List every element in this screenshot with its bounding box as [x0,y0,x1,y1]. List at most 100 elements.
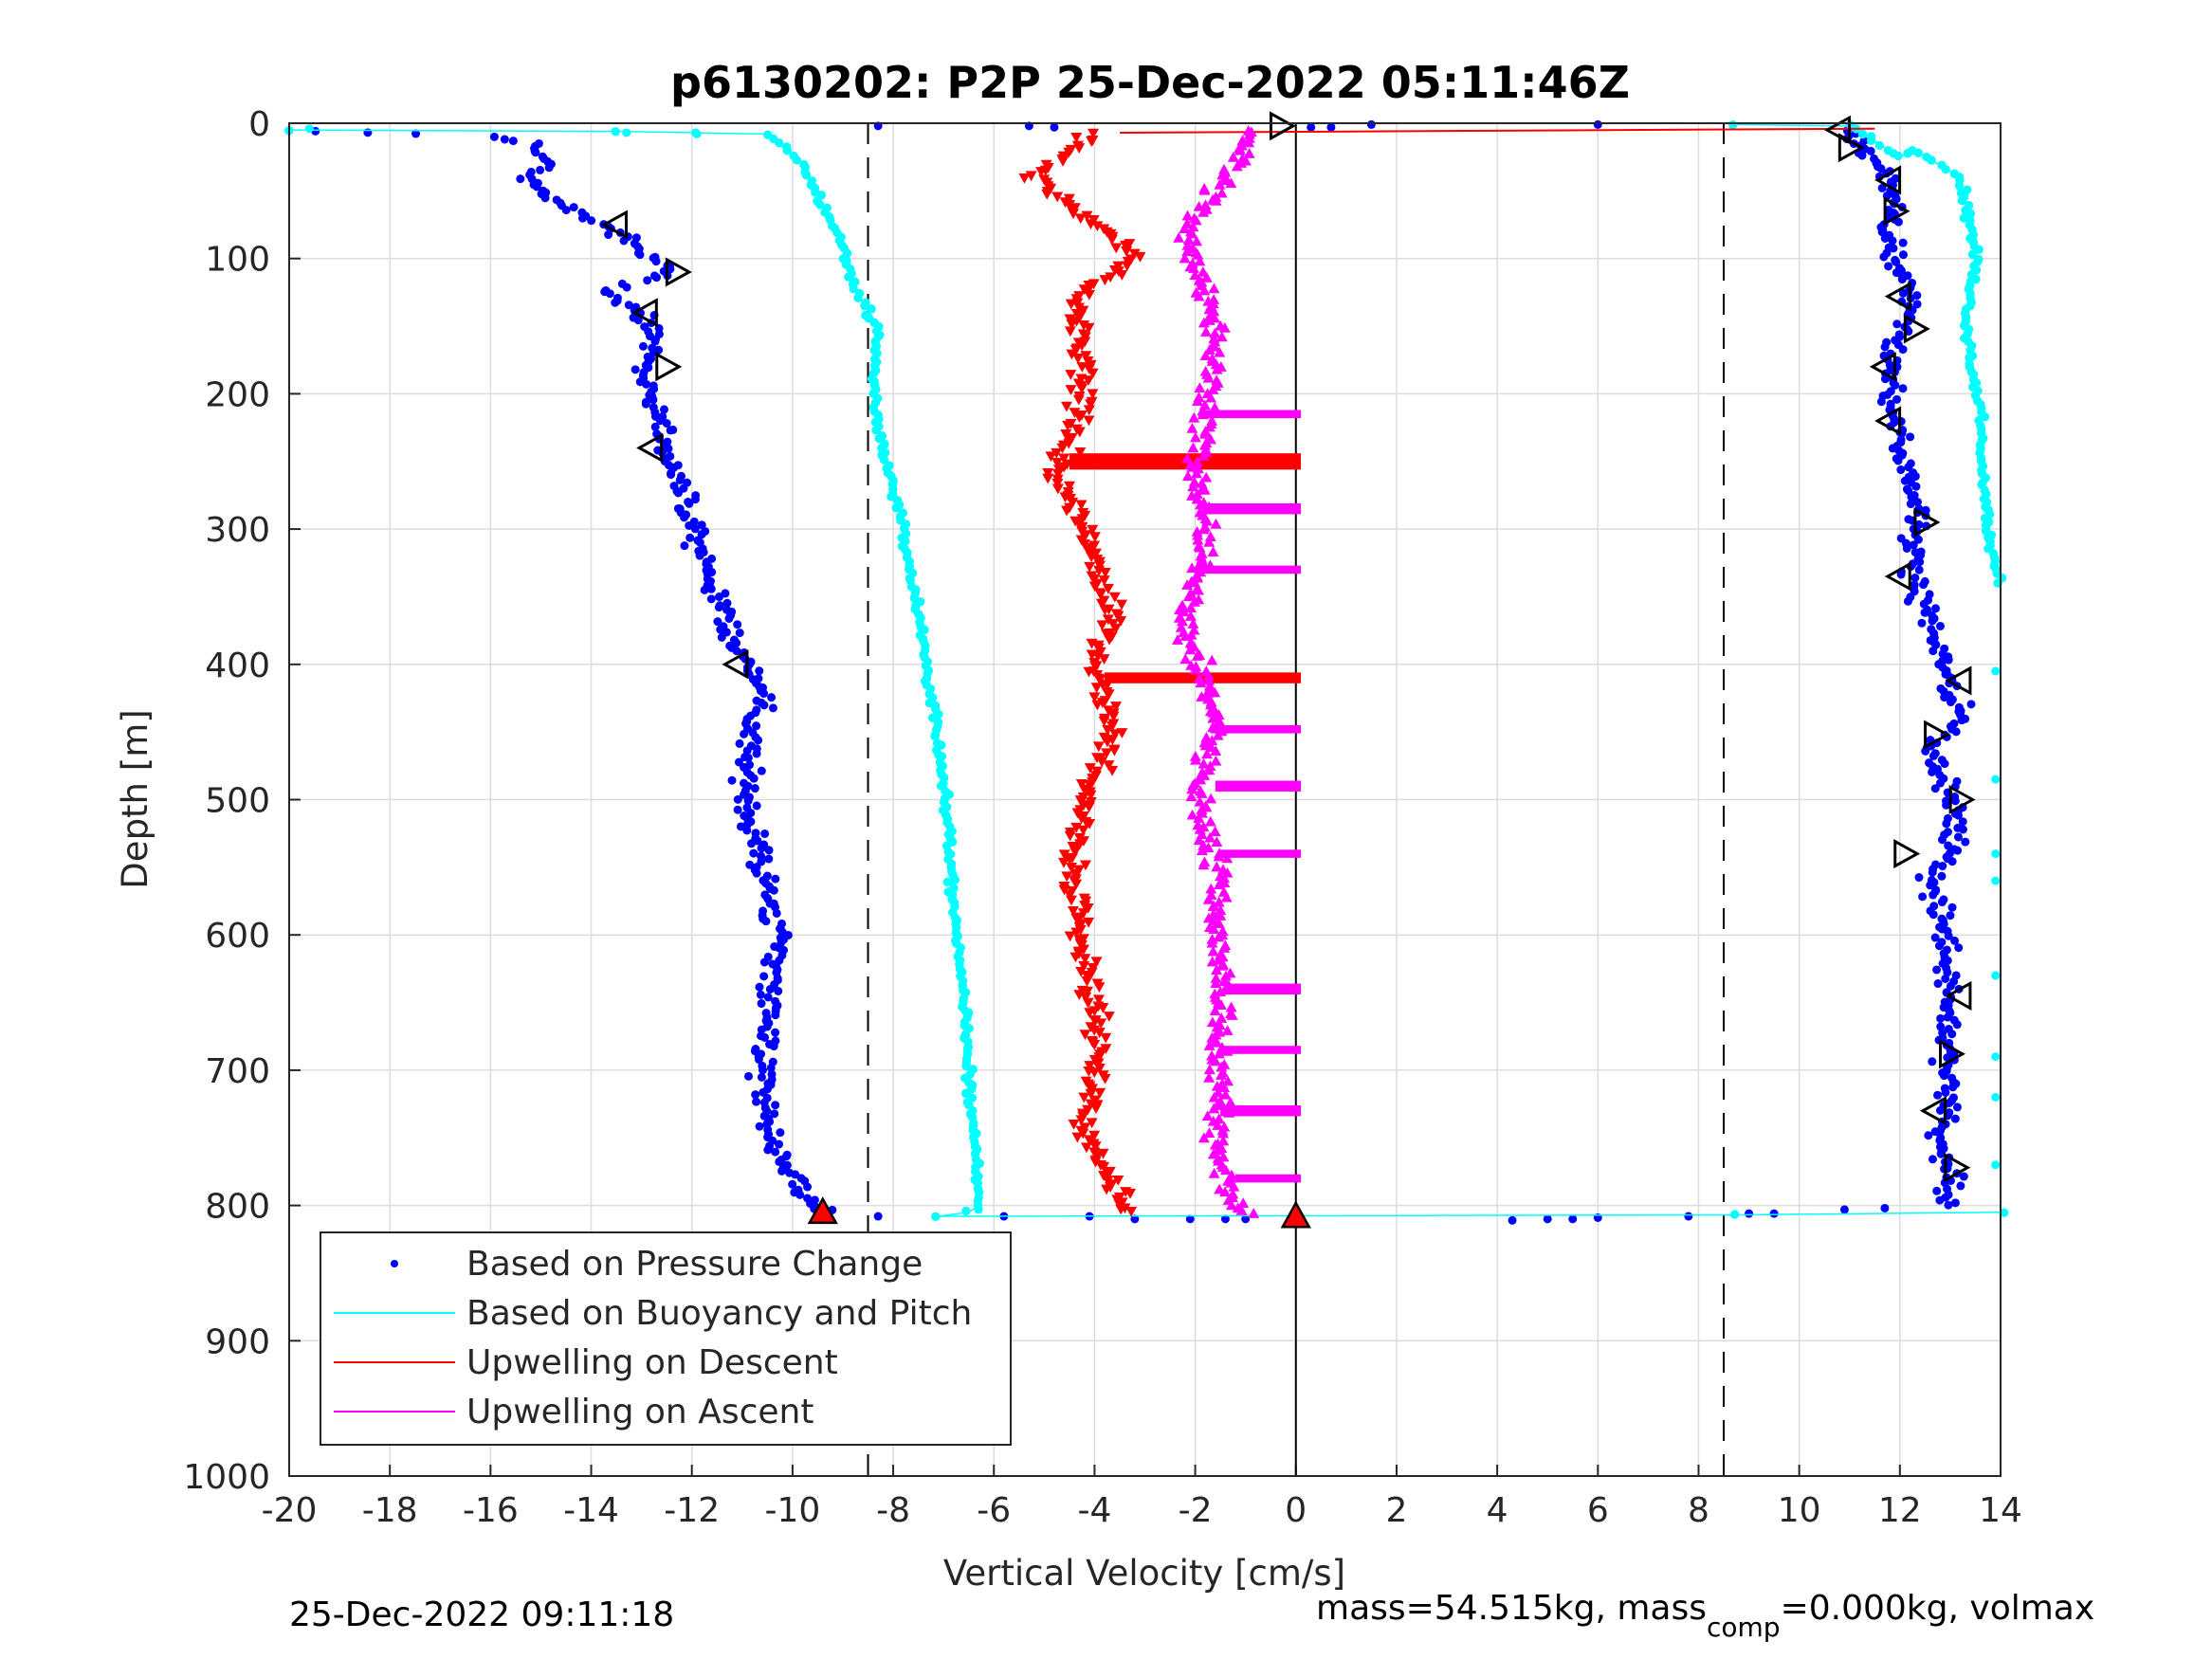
data-point [1063,481,1075,492]
data-point [1080,993,1092,1003]
data-point [569,203,578,212]
data-point [1186,562,1198,574]
y-tick-label: 700 [205,1052,270,1091]
data-point [1880,1203,1890,1212]
data-point [1065,895,1077,906]
data-point [1215,910,1227,921]
data-point [1187,263,1199,273]
waypoint-marker [1884,561,1911,592]
data-point [1950,936,1960,945]
data-point [774,137,784,148]
x-tick-label: -12 [664,1491,720,1530]
data-point [1208,908,1220,920]
data-point [1892,257,1901,266]
data-point [1929,910,1938,920]
data-point [1050,122,1059,132]
data-point [1065,385,1077,395]
data-point [1991,775,2001,784]
data-point [690,524,700,534]
data-point [764,846,774,855]
data-point [619,236,629,246]
waypoint-marker [1939,1039,1966,1069]
data-point [1877,228,1887,237]
data-point [638,341,648,351]
data-point [1207,721,1219,733]
data-point [1084,561,1096,573]
data-point [1091,700,1104,711]
data-point [771,1028,780,1037]
data-point [700,585,709,594]
data-point [1930,1127,1940,1137]
data-point [1935,778,1945,788]
data-point [1214,178,1226,190]
data-point [1196,691,1208,702]
data-point [1061,505,1073,517]
data-point [1898,250,1908,260]
data-point [659,405,668,414]
data-point [1910,471,1920,481]
data-point [733,805,742,814]
data-point [1171,634,1183,645]
data-point [752,868,761,878]
data-point [649,395,658,405]
data-point [1568,1214,1578,1224]
legend-label-descent: Upwelling on Descent [466,1343,838,1382]
data-point [1966,700,1976,709]
data-point [764,854,774,864]
data-point [1070,822,1083,833]
data-point [771,1147,780,1157]
upwelling-band [1235,1174,1302,1183]
data-point [1179,223,1191,234]
data-point [1084,1061,1096,1071]
data-point [1906,500,1915,509]
data-point [1893,151,1903,161]
data-point [1179,653,1192,665]
x-axis-label: Vertical Velocity [cm/s] [943,1553,1345,1594]
data-point [1197,757,1210,769]
mass-text: mass=54.515kg, mass [1316,1589,1707,1628]
data-point [664,444,673,453]
data-point [489,132,499,141]
data-point [1095,598,1107,610]
data-point [757,1025,766,1034]
data-point [782,145,792,155]
data-point [1235,1204,1248,1215]
data-point [1221,852,1234,864]
data-point [1745,1209,1754,1218]
data-point [1058,857,1070,868]
waypoint-marker [655,352,683,382]
data-point [1085,399,1097,410]
data-point [1088,1039,1101,1050]
data-point [1120,240,1132,251]
data-point [1090,683,1103,694]
data-point [1226,1010,1238,1020]
data-point [767,693,777,702]
endpoint-marker [807,1196,838,1225]
data-point [775,1139,784,1149]
data-point [1070,879,1083,890]
data-point [641,399,650,409]
data-point [1947,857,1957,866]
data-point [1918,892,1928,902]
data-point [757,1072,766,1082]
data-point [1892,319,1902,329]
data-point [1069,847,1081,858]
data-point [1202,893,1215,904]
x-tick-label: 6 [1587,1491,1609,1530]
data-point [1086,967,1098,978]
data-point [1065,370,1077,380]
data-point [1128,248,1141,260]
data-point [1991,666,2001,676]
footer-timestamp: 25-Dec-2022 09:11:18 [289,1595,674,1634]
data-point [680,541,689,551]
data-point [1217,1127,1230,1139]
data-point [1076,340,1088,352]
data-point [1051,447,1063,459]
data-point [771,874,780,884]
data-point [1062,420,1074,431]
data-point [1187,618,1199,629]
data-point [1921,746,1930,756]
data-point [1942,800,1951,810]
data-point [1085,1088,1097,1100]
data-point [1991,971,2001,980]
